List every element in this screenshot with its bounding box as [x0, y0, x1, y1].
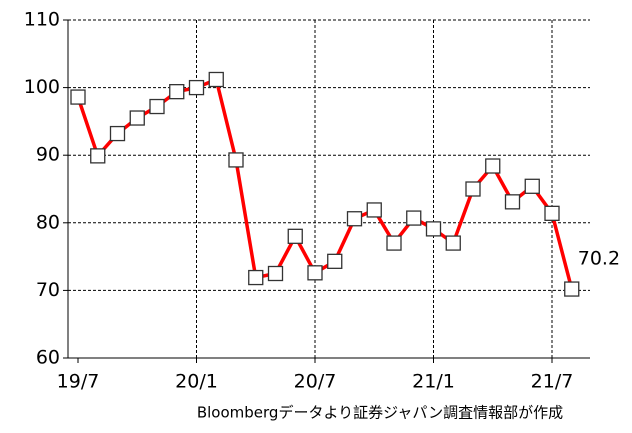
- marker: [248, 269, 264, 286]
- marker: [504, 194, 521, 210]
- y-tick-label: 110: [24, 9, 60, 31]
- y-tick-label: 80: [36, 211, 60, 233]
- marker: [90, 148, 106, 164]
- marker: [386, 235, 402, 251]
- source-note: Bloombergデータより証券ジャパン調査情報部が作成: [197, 404, 563, 422]
- x-tick-label: 21/1: [412, 371, 455, 393]
- marker: [267, 265, 284, 282]
- x-tick-label: 20/1: [175, 371, 218, 393]
- data-label: 70.2: [578, 248, 620, 270]
- marker: [70, 89, 86, 105]
- marker: [346, 211, 363, 227]
- x-tick-label: 19/7: [57, 371, 100, 393]
- marker: [109, 125, 126, 142]
- marker: [465, 181, 481, 197]
- marker: [169, 84, 185, 100]
- marker: [425, 221, 442, 237]
- marker: [188, 79, 205, 96]
- marker: [129, 110, 145, 126]
- y-tick-label: 100: [24, 76, 60, 98]
- marker: [228, 152, 244, 168]
- marker: [445, 235, 461, 251]
- marker: [406, 210, 422, 226]
- marker: [149, 98, 165, 115]
- y-tick-label: 90: [36, 144, 60, 166]
- y-tick-label: 70: [36, 279, 60, 301]
- marker: [208, 71, 224, 88]
- marker: [564, 281, 580, 297]
- marker: [485, 158, 501, 174]
- x-tick-label: 20/7: [294, 371, 337, 393]
- marker: [544, 205, 560, 221]
- marker: [327, 253, 343, 269]
- x-tick-label: 21/7: [531, 371, 574, 393]
- marker: [524, 178, 540, 194]
- marker: [366, 202, 382, 218]
- marker: [287, 228, 303, 244]
- marker: [307, 265, 323, 281]
- y-tick-label: 60: [36, 347, 60, 369]
